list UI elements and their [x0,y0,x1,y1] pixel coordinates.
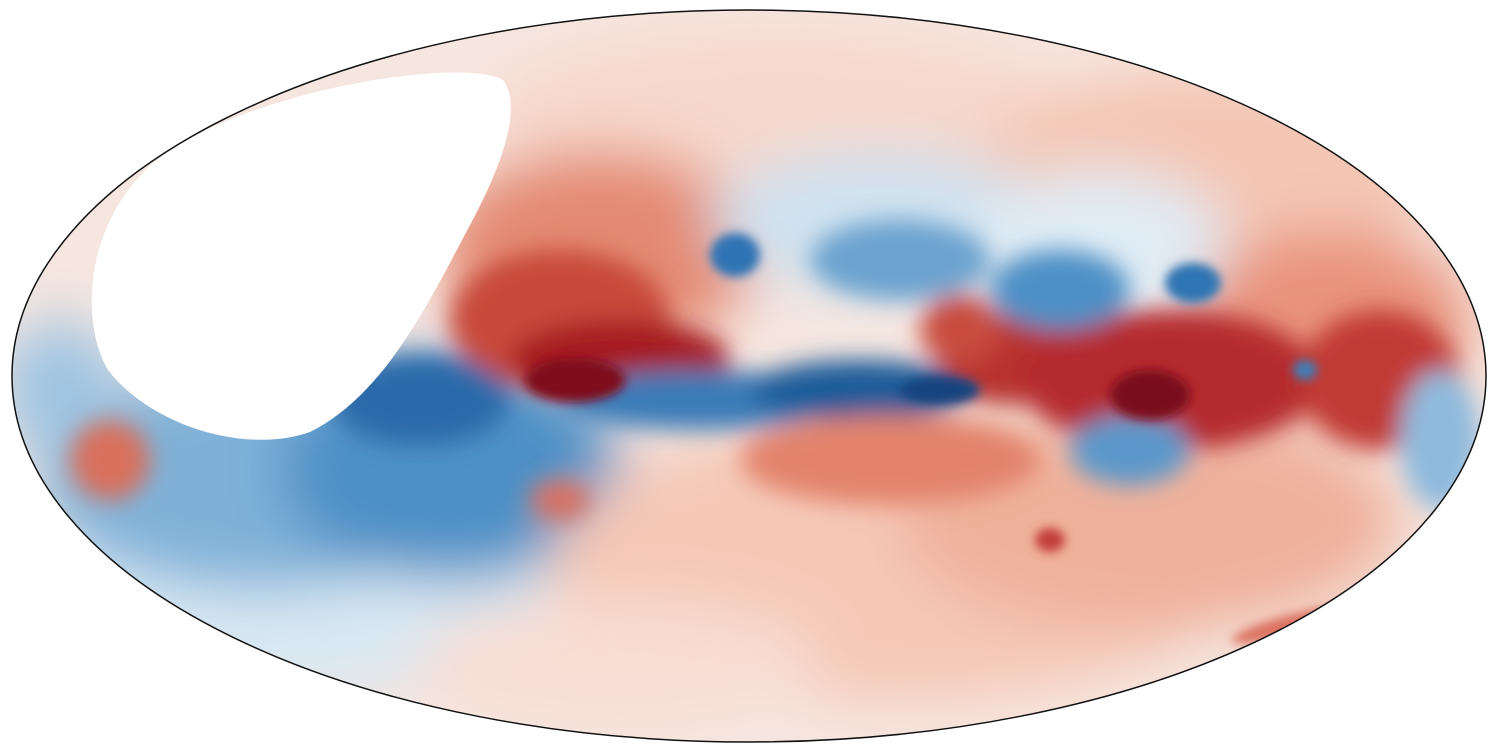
structure-blob [1400,370,1480,510]
sky-field [0,0,1489,751]
compact-blob [900,376,980,404]
structure-blob [990,250,1130,330]
structure-blob [920,295,1000,365]
structure-blob [530,480,590,520]
compact-blob [525,358,625,402]
structure-blob [740,415,1040,505]
diffuse-blob [420,600,820,720]
compact-blob [1165,263,1221,303]
compact-blob [1293,360,1317,380]
compact-blob [1035,528,1065,552]
page: (() => { const data = JSON.parse(documen… [0,0,1489,751]
compact-blob [1110,370,1190,420]
structure-blob [810,220,990,300]
mollweide-map [0,0,1489,751]
compact-blob [710,233,760,277]
structure-blob [70,420,150,500]
structure-blob [1070,415,1190,485]
